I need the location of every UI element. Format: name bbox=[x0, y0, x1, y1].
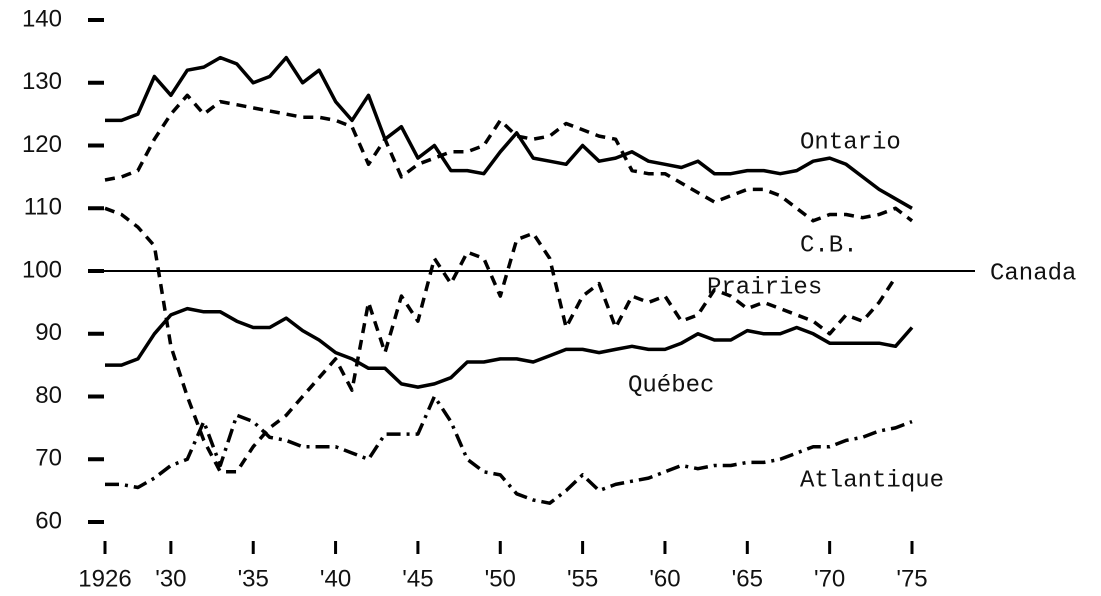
x-tick-label: '50 bbox=[485, 565, 516, 592]
x-tick-label: 1926 bbox=[78, 565, 131, 592]
y-tick-label: 90 bbox=[35, 319, 62, 346]
x-tick-label: '35 bbox=[238, 565, 269, 592]
reference-label: Canada bbox=[990, 260, 1076, 287]
series-line bbox=[105, 306, 914, 389]
y-tick-label: 100 bbox=[22, 256, 62, 283]
series-label: Ontario bbox=[800, 129, 901, 156]
y-tick-label: 80 bbox=[35, 382, 62, 409]
x-tick-label: '40 bbox=[320, 565, 351, 592]
series-label: Québec bbox=[628, 372, 714, 399]
y-tick-label: 60 bbox=[35, 507, 62, 534]
x-tick-label: '30 bbox=[155, 565, 186, 592]
x-tick-label: '65 bbox=[732, 565, 763, 592]
series-label: Prairies bbox=[707, 274, 822, 301]
y-tick-label: 110 bbox=[24, 194, 62, 221]
series-line bbox=[104, 206, 897, 474]
y-tick-label: 70 bbox=[35, 445, 62, 472]
x-tick-label: '70 bbox=[814, 565, 845, 592]
series-label: Atlantique bbox=[800, 467, 944, 494]
x-tick-label: '45 bbox=[402, 565, 433, 592]
y-tick-label: 120 bbox=[22, 131, 62, 158]
x-tick-label: '60 bbox=[649, 565, 680, 592]
series-label: C.B. bbox=[800, 232, 858, 259]
series-line bbox=[104, 93, 914, 223]
series-line bbox=[105, 394, 913, 505]
x-tick-label: '55 bbox=[567, 565, 598, 592]
x-tick-label: '75 bbox=[896, 565, 927, 592]
y-tick-label: 130 bbox=[22, 68, 62, 95]
y-tick-label: 140 bbox=[22, 5, 62, 32]
series-line bbox=[105, 55, 913, 210]
